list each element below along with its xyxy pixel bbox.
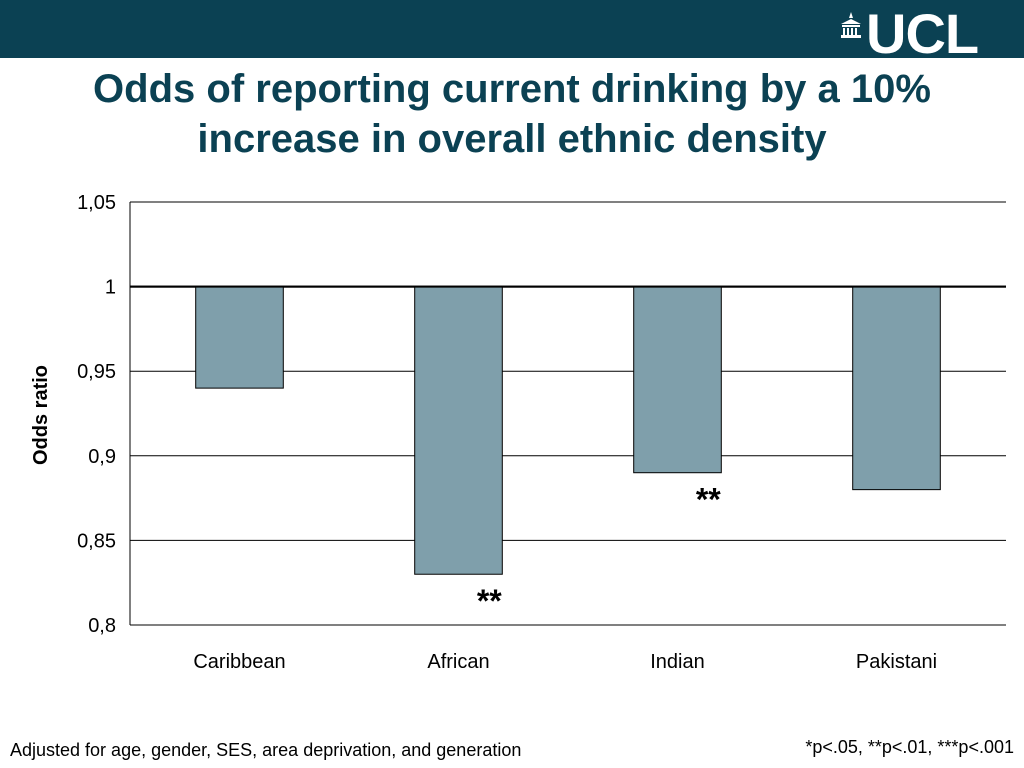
title-line-2: increase in overall ethnic density [197,117,827,161]
footnote-adjustment: Adjusted for age, gender, SES, area depr… [10,740,522,760]
bar-indian [633,286,722,474]
y-tick-label: 0,8 [88,615,116,637]
significance-marker: ** [477,583,502,619]
y-tick-labels: 0,8 0,85 0,9 0,95 1 1,05 [77,192,116,637]
x-tick-label: Pakistani [856,651,937,673]
page-title: Odds of reporting current drinking by a … [0,64,1024,164]
logo-text: UCL [866,2,979,65]
y-tick-label: 1 [105,277,116,299]
x-tick-label: Caribbean [193,651,285,673]
x-tick-label: Indian [650,651,705,673]
bar-pakistani [852,286,941,491]
y-axis-label: Odds ratio [30,365,52,465]
portico-icon [841,12,861,38]
y-tick-label: 0,95 [77,361,116,383]
title-line-1: Odds of reporting current drinking by a … [93,67,931,111]
significance-marker: ** [696,482,721,518]
y-tick-label: 0,9 [88,446,116,468]
y-tick-label: 0,85 [77,530,116,552]
bars [130,285,1006,575]
significance-annotations: ** ** [477,482,721,620]
ucl-logo: UCL [840,2,979,65]
header-band [0,0,1024,58]
footnote-significance: *p<.05, **p<.01, ***p<.001 [805,737,1014,757]
bar-caribbean [195,286,284,389]
bar-chart: 0,8 0,85 0,9 0,95 1 1,05 Caribbean African Indi… [30,192,1006,673]
x-tick-labels: Caribbean African Indian Pakistani [193,651,937,673]
bar-african [414,286,503,575]
y-tick-label: 1,05 [77,192,116,214]
x-tick-label: African [427,651,489,673]
